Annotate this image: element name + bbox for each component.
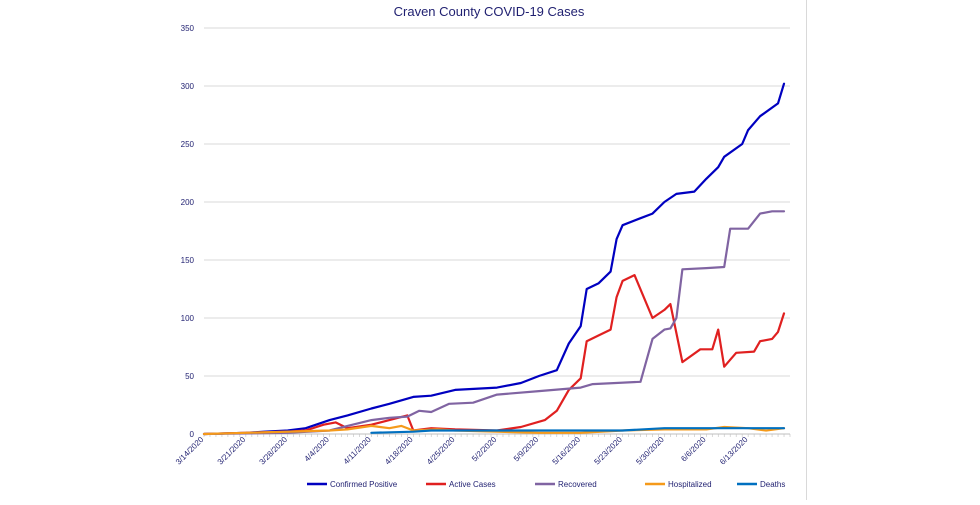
x-tick-label: 6/13/2020 [718,435,750,467]
legend-label: Deaths [760,480,785,489]
x-tick-label: 3/21/2020 [216,435,248,467]
x-tick-label: 4/18/2020 [383,435,415,467]
series-line-hospitalized [202,424,786,436]
x-tick-label: 3/14/2020 [174,435,206,467]
x-tick-label: 5/16/2020 [551,435,583,467]
series-lines [202,82,786,436]
y-tick-label: 100 [181,314,195,323]
y-tick-label: 350 [181,24,195,33]
x-tick-label: 4/25/2020 [425,435,457,467]
y-tick-label: 50 [185,372,194,381]
chart-title: Craven County COVID-19 Cases [394,4,585,19]
series-line-active-cases [202,274,786,436]
x-axis: 3/14/2020 3/21/2020 3/28/2020 4/4/2020 4/11/… [174,433,791,467]
legend: Confirmed Positive Active Cases Recovered H… [307,480,785,489]
legend-label: Confirmed Positive [330,480,398,489]
y-tick-label: 150 [181,256,195,265]
legend-label: Active Cases [449,480,496,489]
y-tick-label: 0 [190,430,195,439]
legend-label: Recovered [558,480,597,489]
x-tick-label: 5/30/2020 [634,435,666,467]
x-tick-label: 4/4/2020 [303,435,332,464]
y-tick-label: 300 [181,82,195,91]
series-line-confirmed-positive [202,82,786,436]
chart-border [806,0,807,500]
series-line-recovered [202,210,786,436]
x-tick-label: 3/28/2020 [258,435,290,467]
x-tick-label: 6/6/2020 [679,435,708,464]
y-tick-label: 200 [181,198,195,207]
x-tick-label: 5/23/2020 [592,435,624,467]
legend-label: Hospitalized [668,480,712,489]
series-line-deaths [370,427,786,434]
x-tick-label: 5/2/2020 [470,435,499,464]
y-tick-label: 250 [181,140,195,149]
gridlines [204,27,790,377]
y-axis-ticks: 0 50 100 150 200 250 300 350 [181,24,195,439]
x-tick-label: 5/9/2020 [512,435,541,464]
x-tick-label: 4/11/2020 [342,435,373,466]
